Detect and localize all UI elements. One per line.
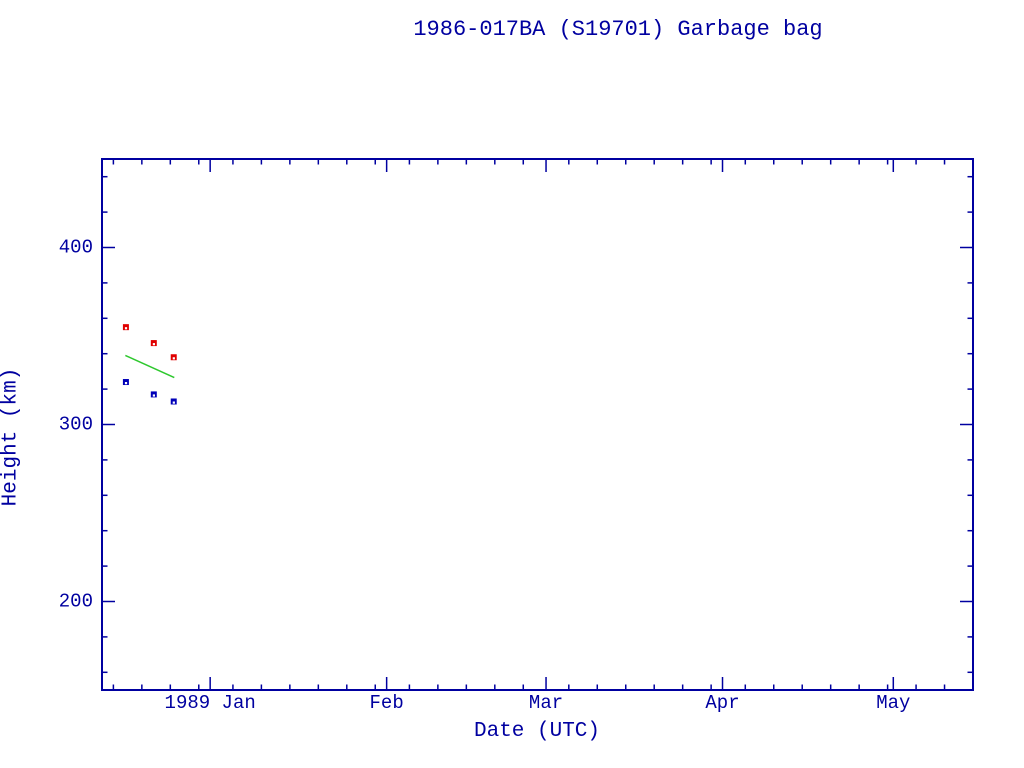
marker-notch — [152, 394, 156, 397]
x-tick-label: Mar — [528, 692, 564, 714]
x-tick-label: May — [876, 692, 911, 714]
chart-title: 1986-017BA (S19701) Garbage bag — [413, 17, 823, 42]
marker-notch — [172, 357, 175, 360]
plot-frame — [101, 158, 974, 691]
y-axis-label: Height (km) — [0, 367, 23, 507]
x-tick-label: Feb — [369, 692, 404, 714]
green-trend-line — [125, 354, 175, 379]
marker-notch — [152, 343, 156, 346]
x-tick-label: 1989 Jan — [164, 692, 256, 714]
marker-notch — [124, 382, 128, 385]
x-tick-label: Apr — [705, 692, 740, 714]
y-tick-label: 400 — [58, 236, 93, 258]
y-tick-label: 300 — [58, 413, 93, 435]
marker-notch — [124, 327, 128, 330]
marker-notch — [172, 401, 175, 404]
x-axis-label: Date (UTC) — [473, 720, 601, 743]
y-tick-label: 200 — [58, 590, 93, 612]
